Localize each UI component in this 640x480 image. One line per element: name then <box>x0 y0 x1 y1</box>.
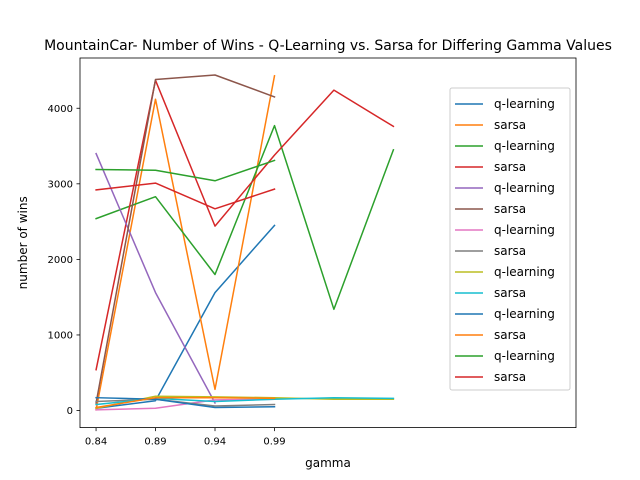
y-tick-label-1: 0 <box>67 406 73 417</box>
legend-label-1: q-learning <box>494 97 555 111</box>
series-line-3 <box>95 124 395 311</box>
series-line-4 <box>95 79 395 371</box>
y-axis: 0 1000 2000 3000 4000 <box>48 104 80 417</box>
series-line-14 <box>95 182 276 210</box>
y-tick-label-3: 2000 <box>48 255 73 266</box>
y-axis-label: number of wins <box>16 196 30 289</box>
x-axis-label: gamma <box>305 456 351 470</box>
x-tick-label-2: 0.89 <box>144 437 166 448</box>
chart-title: MountainCar- Number of Wins - Q-Learning… <box>44 38 612 54</box>
legend-label-9: q-learning <box>494 265 555 279</box>
series-line-12 <box>95 396 276 409</box>
series-line-2 <box>95 74 276 411</box>
legend-box <box>449 87 571 391</box>
legend-label-12: sarsa <box>494 328 526 342</box>
series-line-13 <box>95 159 276 182</box>
legend-label-4: sarsa <box>494 160 526 174</box>
y-tick-label-4: 3000 <box>48 179 73 190</box>
legend-label-7: q-learning <box>494 223 555 237</box>
x-axis: 0.84 0.89 0.94 0.99 <box>85 427 286 448</box>
legend: q-learning sarsa q-learning sarsa q-learning… <box>449 87 571 391</box>
legend-label-5: q-learning <box>494 181 555 195</box>
legend-label-14: sarsa <box>494 370 526 384</box>
legend-label-2: sarsa <box>494 118 526 132</box>
series-line-6 <box>95 74 276 404</box>
y-tick-label-5: 4000 <box>48 104 73 115</box>
series-line-11 <box>95 396 276 409</box>
legend-label-3: q-learning <box>494 139 555 153</box>
x-tick-label-4: 0.99 <box>263 437 285 448</box>
legend-label-6: sarsa <box>494 202 526 216</box>
legend-label-13: q-learning <box>494 349 555 363</box>
series-line-5 <box>95 152 217 405</box>
legend-label-8: sarsa <box>494 244 526 258</box>
y-tick-label-2: 1000 <box>48 331 73 342</box>
legend-label-10: sarsa <box>494 286 526 300</box>
x-tick-label-1: 0.84 <box>85 437 107 448</box>
plot-frame <box>79 57 577 429</box>
x-tick-label-3: 0.94 <box>204 437 226 448</box>
series-layer <box>95 74 395 411</box>
legend-label-11: q-learning <box>494 307 555 321</box>
